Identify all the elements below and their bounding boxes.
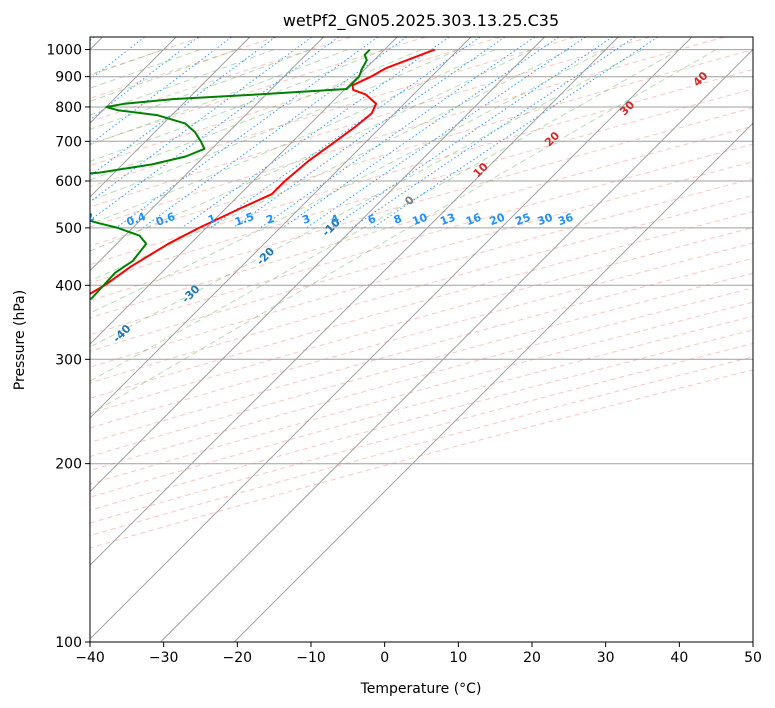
y-tick-label: 700 [55,134,82,150]
dry-adiabat [90,68,753,266]
moist-adiabat [90,49,680,382]
x-tick-label: −30 [149,650,179,666]
x-tick-label: 0 [380,650,389,666]
mixing-ratio-label: 0.6 [154,210,177,229]
isotherm-line [90,37,324,272]
dewpoint-profile-line [90,48,371,301]
dry-adiabat [90,37,650,208]
dry-adiabat [90,143,753,336]
dry-adiabat [90,125,753,319]
moist-adiabat [90,49,385,162]
mixing-ratio-label: 6 [366,212,378,227]
isotherm-line [90,37,693,640]
isotherm-line [90,37,472,419]
x-tick-label: −40 [75,650,105,666]
dry-adiabat [90,257,753,443]
moist-adiabat [90,49,717,415]
dry-adiabat [90,37,277,99]
dry-adiabat [90,342,753,524]
moist-adiabat [90,49,496,225]
x-tick-label: −20 [223,650,253,666]
ticks-layer: −40 −30 −20 −10 0 10 20 30 40 5010020030040050060… [46,43,762,666]
y-axis-title: Pressure (hPa) [12,290,28,390]
mixing-ratio-label: 36 [556,211,575,229]
mixing-ratio-line [115,37,379,229]
moist-adiabat [90,49,238,102]
x-tick-label: 50 [744,650,762,666]
mixing-ratio-label: 3 [301,212,313,227]
y-tick-label: 800 [55,100,82,116]
mixing-ratio-line [90,37,232,145]
dry-adiabat [90,272,753,458]
y-tick-label: 300 [55,352,82,368]
x-tick-label: −10 [296,650,326,666]
mixing-ratio-label: 4 [329,212,341,227]
moist-adiabat [90,49,570,282]
y-tick-label: 400 [55,278,82,294]
y-tick-label: 1000 [46,43,82,59]
dry-adiabat [90,301,753,485]
isotherm-line [90,37,545,493]
mixing-ratio-label: 13 [438,211,457,228]
moist-adiabat [90,49,312,130]
isotherm-line [160,48,753,642]
moist-adiabat [90,49,606,314]
x-axis-title: Temperature (°C) [360,681,482,697]
mixing-ratio-label: 20 [488,211,507,229]
moist-adiabat [90,49,533,252]
mixing-ratio-label: 30 [536,211,555,229]
x-tick-label: 10 [449,650,467,666]
mixing-ratio-label: 0.4 [125,210,148,229]
y-tick-label: 900 [55,70,82,86]
x-tick-label: 30 [597,650,615,666]
y-tick-label: 500 [55,221,82,237]
moist-adiabat [90,49,643,348]
mixing-ratio-label: 1 [206,212,218,227]
mixing-ratio-line [90,37,339,222]
dry-adiabat [90,226,753,414]
mixing-ratio-label: 1.5 [233,210,256,229]
mixing-ratio-label: 25 [514,211,533,228]
series-layer [90,48,436,301]
mixing-ratio-label: 10 [410,211,429,229]
mixing-ratio-line [90,37,199,121]
dry-adiabat [90,315,753,498]
isotherm-line [90,37,398,345]
x-tick-label: 20 [523,650,541,666]
mixing-ratio-label: 16 [464,211,483,229]
temperature-profile-line [90,48,436,295]
dry-adiabat [90,37,351,123]
isotherm-line [90,37,251,198]
isotherm-line [90,37,619,566]
moist-adiabat [90,49,459,202]
mixing-ratio-label: 8 [392,212,404,227]
y-tick-label: 100 [55,635,82,651]
dry-adiabat [90,37,501,167]
mixing-ratio-label: 0.2 [73,210,96,229]
y-tick-label: 200 [55,457,82,473]
mixing-ratio-line [351,37,636,229]
background-lines [90,37,753,642]
isotherm-line [233,122,753,642]
chart-title: wetPf2_GN05.2025.303.13.25.C35 [283,11,559,31]
plot-frame [89,36,754,643]
mixing-ratio-line [282,37,560,229]
y-tick-label: 600 [55,174,82,190]
mixing-ratio-line [181,37,450,229]
dry-adiabat [90,49,753,247]
dry-adiabat [90,37,576,188]
dry-adiabat [90,356,753,537]
dry-adiabat [90,211,753,399]
mixing-ratio-label: 2 [264,212,276,227]
moist-adiabat [90,49,275,116]
x-tick-label: 40 [670,650,688,666]
